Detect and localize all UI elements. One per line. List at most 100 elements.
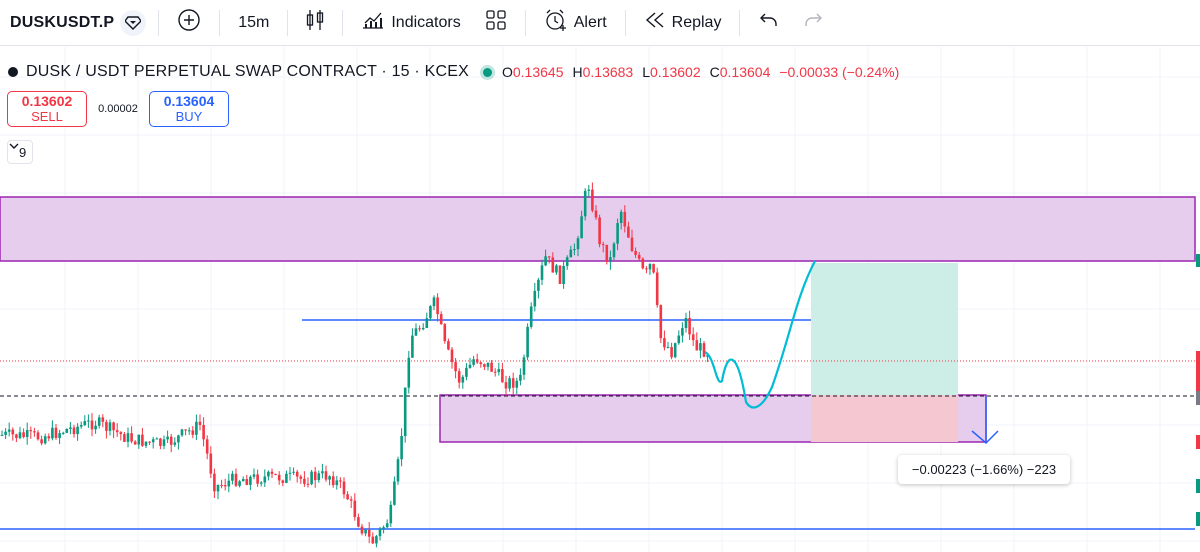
candle-body [339, 480, 342, 482]
candle-body [79, 425, 83, 427]
candle-body [317, 473, 321, 481]
sell-label: SELL [31, 109, 63, 124]
position-target-area[interactable] [811, 263, 958, 395]
indicators-button[interactable]: Indicators [355, 6, 466, 40]
candle-body [40, 439, 43, 444]
candle-body [537, 279, 540, 291]
divider [287, 9, 289, 36]
candle-body [281, 480, 285, 483]
diamond-alert-icon[interactable] [120, 9, 147, 36]
alert-label: Alert [573, 13, 607, 31]
chart-pane[interactable]: DUSK / USDT PERPETUAL SWAP CONTRACT · 15… [0, 47, 1200, 552]
candle-body [522, 357, 526, 375]
divider [219, 9, 221, 36]
candle-body [508, 378, 511, 389]
supply-zone[interactable] [0, 196, 1196, 262]
candle-body [663, 338, 666, 348]
spread-value: 0.00002 [98, 103, 138, 115]
candle-body [396, 459, 400, 482]
position-stop-area[interactable] [811, 395, 958, 442]
ohlc-values: O 0.13645 H 0.13683 L 0.13602 C 0.13604 −0.0… [502, 64, 899, 80]
sell-button[interactable]: 0.13602 SELL [7, 91, 87, 127]
buy-price: 0.13604 [163, 93, 215, 109]
candle-body [457, 371, 461, 383]
candle-body [558, 265, 562, 284]
projection-path[interactable] [704, 260, 816, 409]
measure-arrow-head [971, 430, 999, 445]
candle-body [238, 481, 241, 486]
candle-body [180, 429, 184, 436]
redo-button[interactable] [796, 6, 830, 40]
symbol-search[interactable]: DUSKUSDT.P [0, 0, 147, 46]
replay-button[interactable]: Replay [638, 6, 728, 40]
indicators-collapse-button[interactable]: 9 [7, 140, 34, 164]
candle-body [43, 436, 47, 444]
candle-body [598, 217, 601, 245]
candle-body [29, 430, 33, 432]
candle-body [94, 425, 97, 430]
candle-body [58, 433, 61, 439]
high-key: H [572, 64, 583, 80]
candle-body [375, 536, 378, 544]
candle-body [414, 328, 418, 336]
candle-body [277, 474, 281, 481]
candle-body [249, 476, 252, 485]
candle-body [688, 317, 691, 335]
measure-label: −0.00223 (−1.66%) −223 [911, 462, 1057, 477]
price-scale-marker [1196, 479, 1200, 493]
candle-body [616, 223, 619, 244]
symbol-name[interactable]: DUSKUSDT.P [10, 13, 115, 31]
chart-legend: DUSK / USDT PERPETUAL SWAP CONTRACT · 15… [8, 63, 899, 81]
candle-body [450, 349, 454, 363]
candle-body [259, 482, 263, 484]
candle-body [630, 237, 634, 252]
candle-body [461, 376, 465, 383]
measure-tooltip: −0.00223 (−1.66%) −223 [898, 455, 1070, 484]
layouts-button[interactable] [479, 6, 513, 40]
buy-button[interactable]: 0.13604 BUY [149, 91, 229, 127]
candle-body [551, 257, 555, 273]
candle-body [303, 478, 306, 484]
alert-button[interactable]: Alert [538, 6, 613, 40]
candle-body [439, 314, 443, 325]
candle-body [119, 432, 123, 435]
candle-body [270, 471, 274, 474]
price-chart[interactable] [0, 47, 1200, 552]
candle-body [479, 362, 483, 365]
open-key: O [501, 64, 513, 80]
candle-body [634, 251, 637, 255]
candle-body [475, 359, 479, 363]
candle-body [141, 434, 144, 446]
candle-body [83, 421, 87, 426]
candle-body [681, 328, 684, 336]
undo-button[interactable] [752, 6, 786, 40]
low-value: 0.13602 [650, 64, 701, 80]
price-scale-marker [1196, 254, 1200, 267]
replay-label: Replay [671, 13, 722, 31]
compare-add-button[interactable] [171, 6, 207, 40]
candle-body [389, 504, 393, 524]
market-status-icon[interactable] [482, 67, 492, 77]
chart-type-button[interactable] [300, 6, 330, 40]
candle-body [511, 378, 515, 388]
close-key: C [709, 64, 720, 80]
replay-icon [644, 10, 666, 35]
indicators-icon [361, 8, 385, 37]
candle-body [285, 473, 288, 483]
candle-body [562, 265, 565, 284]
candle-body [295, 471, 299, 477]
candle-body [436, 297, 439, 315]
candle-body [533, 290, 537, 307]
symbol-title[interactable]: DUSK / USDT PERPETUAL SWAP CONTRACT · 15… [26, 63, 469, 80]
candle-body [529, 306, 533, 327]
candle-body [36, 432, 40, 440]
candle-body [619, 211, 623, 224]
candle-body [151, 439, 155, 443]
candle-body [205, 439, 209, 454]
candle-body [601, 244, 605, 246]
candle-body [648, 264, 652, 270]
divider [624, 9, 626, 36]
candle-body [555, 265, 558, 273]
interval-button[interactable]: 15m [232, 6, 275, 40]
candle-body [378, 528, 382, 537]
